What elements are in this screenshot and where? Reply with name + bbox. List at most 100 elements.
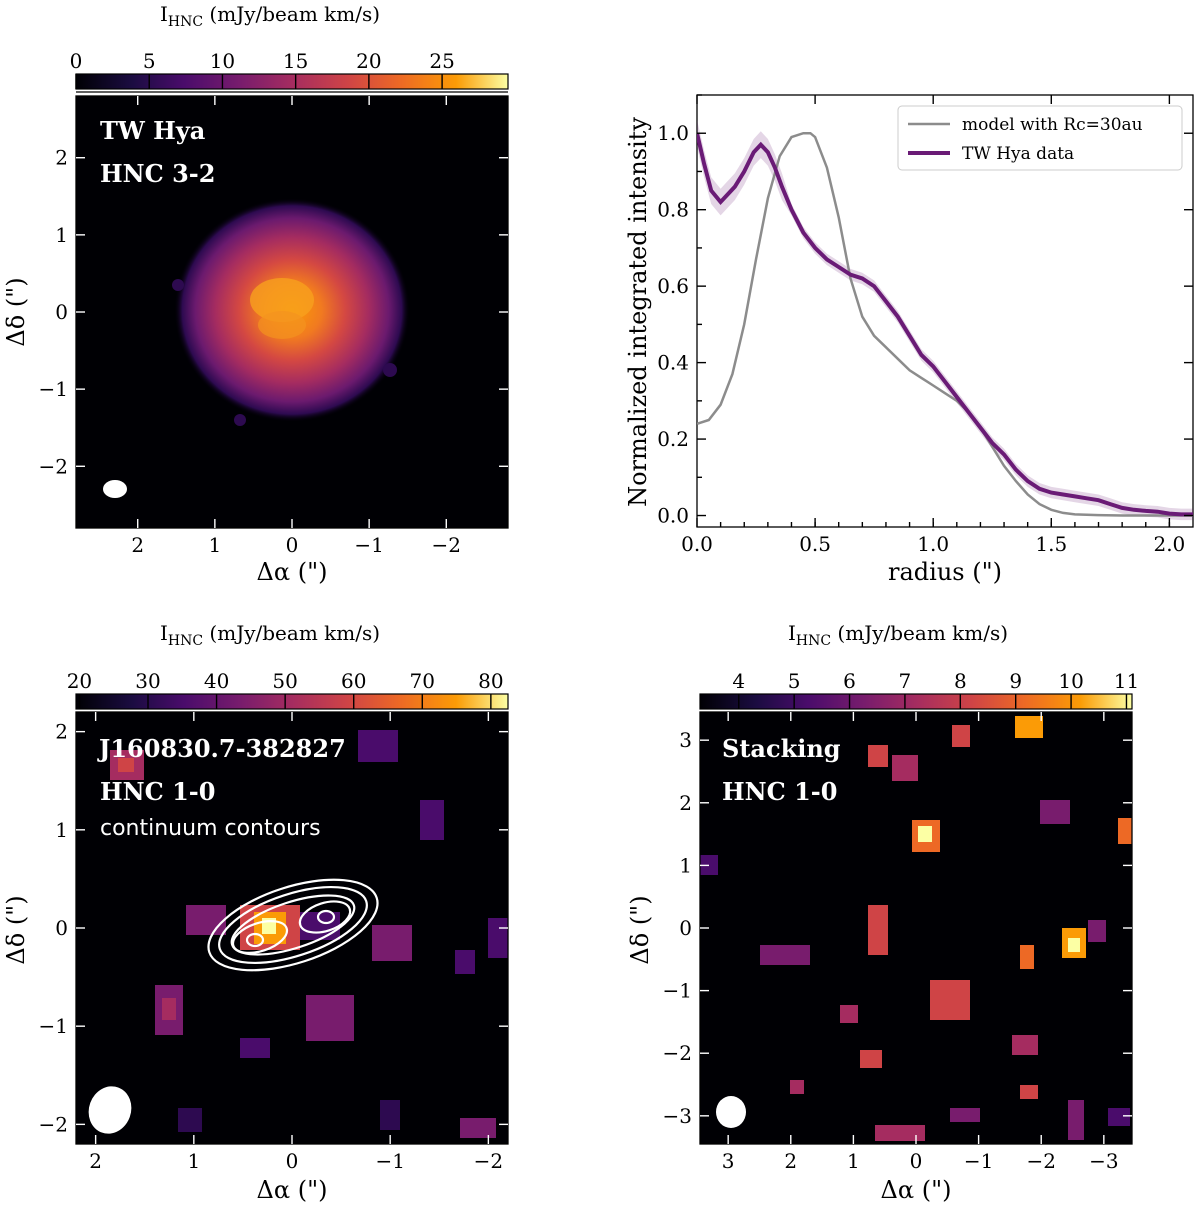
annotation-source: Stacking bbox=[722, 734, 841, 763]
disk-peak bbox=[250, 278, 314, 322]
panel-stacking-map: IHNC (mJy/beam km/s) 4 5 6 7 8 9 10 11 bbox=[626, 621, 1139, 1204]
colorbar-tick-label: 10 bbox=[210, 49, 235, 73]
x-axis-label-top-right: radius (") bbox=[888, 558, 1002, 586]
colorbar-tick-label: 20 bbox=[356, 49, 381, 73]
y-tick-label: 0.0 bbox=[657, 504, 689, 528]
y-tick-label: −2 bbox=[39, 1112, 68, 1136]
x-tick-label: 1 bbox=[208, 533, 221, 557]
colorbar-tick-label: 80 bbox=[478, 669, 503, 693]
y-tick-label: −3 bbox=[663, 1104, 692, 1128]
colorbar-ticks-bottom-right: 4 5 6 7 8 9 10 11 bbox=[732, 669, 1139, 709]
legend-entry-model: model with Rc=30au bbox=[962, 115, 1143, 135]
colorbar-tick-label: 5 bbox=[143, 49, 156, 73]
legend-entry-data: TW Hya data bbox=[962, 144, 1074, 164]
x-tick-label: 2 bbox=[89, 1149, 102, 1173]
contour-peak-left bbox=[231, 920, 289, 954]
colorbar-tick-label: 9 bbox=[1009, 669, 1022, 693]
panel-radial-profile: 0.0 0.5 1.0 1.5 2.0 0.0 0.2 0.4 0.6 0.8 1.0 model … bbox=[624, 94, 1194, 586]
pixel-blob bbox=[1088, 920, 1106, 942]
y-tick-label: 1 bbox=[55, 818, 68, 842]
x-tick-label: −1 bbox=[964, 1149, 993, 1173]
y-tick-label: 2 bbox=[679, 791, 692, 815]
x-tick-label: 0 bbox=[286, 1149, 299, 1173]
colorbar-tick-label: 60 bbox=[341, 669, 366, 693]
y-tick-label: 2 bbox=[55, 146, 68, 170]
pixel-blob bbox=[1020, 945, 1034, 969]
colorbar-tick-label: 70 bbox=[410, 669, 435, 693]
x-axis-label-bottom-left: Δα (") bbox=[257, 1176, 328, 1204]
y-tick-label: −2 bbox=[39, 454, 68, 478]
pixel-blob bbox=[1012, 1035, 1038, 1055]
annotation-source: TW Hya bbox=[100, 116, 205, 145]
y-tick-label: 0.8 bbox=[657, 198, 689, 222]
colorbar-tick-label: 6 bbox=[843, 669, 856, 693]
colorbar-tick-label: 0 bbox=[70, 49, 83, 73]
y-axis-label-bottom-left: Δδ (") bbox=[2, 895, 30, 964]
y-axis-label-top-left: Δδ (") bbox=[2, 277, 30, 346]
colorbar-tick-label: 20 bbox=[67, 669, 92, 693]
pixel-blob bbox=[930, 980, 970, 1020]
colorbar-top-left bbox=[75, 73, 509, 90]
annotation-line: HNC 1-0 bbox=[100, 777, 215, 806]
pixel-blob bbox=[1015, 716, 1043, 738]
x-tick-label: 0 bbox=[910, 1149, 923, 1173]
legend-box bbox=[897, 105, 1183, 171]
pixel-blob bbox=[306, 995, 354, 1041]
x-axis-label-top-left: Δα (") bbox=[257, 558, 328, 586]
pixel-blob bbox=[1020, 1085, 1038, 1099]
colorbar-tick-label: 30 bbox=[135, 669, 160, 693]
pixel-blob bbox=[1118, 818, 1132, 844]
contour-level-1 bbox=[207, 878, 379, 972]
colorbar-ticks-bottom-left: 20 30 40 50 60 70 80 bbox=[67, 669, 504, 709]
beam-ellipse bbox=[716, 1096, 746, 1128]
pixel-blob bbox=[1040, 800, 1070, 824]
y-tick-label: −2 bbox=[663, 1041, 692, 1065]
pixel-blob bbox=[118, 758, 134, 772]
contour-level-2 bbox=[218, 886, 368, 964]
y-tick-label: 3 bbox=[679, 728, 692, 752]
colorbar-tick-label: 50 bbox=[272, 669, 297, 693]
x-tick-label: −3 bbox=[1089, 1149, 1118, 1173]
axis-ticks-top-right: 0.0 0.5 1.0 1.5 2.0 0.0 0.2 0.4 0.6 0.8 1.0 bbox=[657, 94, 1193, 556]
pixel-blob bbox=[372, 925, 412, 961]
pixel-blob bbox=[240, 1038, 270, 1058]
legend: model with Rc=30au TW Hya data bbox=[897, 105, 1183, 171]
pixel-blob bbox=[358, 730, 398, 762]
y-axis-label-top-right: Normalized integrated intensity bbox=[624, 117, 652, 507]
pixel-blob bbox=[1108, 1108, 1130, 1126]
pixel-blob bbox=[875, 1125, 925, 1141]
x-tick-label: −2 bbox=[432, 533, 461, 557]
pixel-blob bbox=[1068, 1100, 1084, 1140]
y-tick-label: −1 bbox=[39, 1014, 68, 1038]
series-line-model bbox=[697, 131, 1193, 517]
colorbar-label-top-left: IHNC (mJy/beam km/s) bbox=[160, 2, 380, 30]
pixel-blob bbox=[950, 1108, 980, 1122]
map-emission bbox=[700, 716, 1132, 1141]
pixel-blob bbox=[892, 755, 918, 781]
pixel-blob bbox=[162, 998, 176, 1020]
colorbar-tick-label: 10 bbox=[1058, 669, 1083, 693]
colorbar-tick-label: 4 bbox=[732, 669, 745, 693]
axis-ticks-bottom-left: 2 1 0 −1 −2 2 1 0 −1 −2 bbox=[39, 712, 508, 1173]
y-axis-label-bottom-right: Δδ (") bbox=[626, 895, 654, 964]
colorbar-tick-label: 8 bbox=[954, 669, 967, 693]
contour-peak-right-inner bbox=[316, 909, 336, 925]
colorbar-tick-label: 5 bbox=[788, 669, 801, 693]
series-line-tw-hya-data bbox=[697, 132, 1193, 517]
y-tick-label: 0 bbox=[55, 916, 68, 940]
annotation-source: J160830.7-382827 bbox=[97, 734, 346, 763]
map-background bbox=[700, 712, 1132, 1144]
y-tick-label: 1 bbox=[679, 853, 692, 877]
colorbar-tick-label: 25 bbox=[429, 49, 454, 73]
x-tick-label: 0 bbox=[286, 533, 299, 557]
y-tick-label: 0 bbox=[55, 300, 68, 324]
colorbar-bottom-left bbox=[75, 693, 509, 710]
annotation-line: HNC 1-0 bbox=[722, 777, 837, 806]
panel-tw-hya-map: IHNC (mJy/beam km/s) 0 5 10 15 20 25 TW Hya H… bbox=[2, 2, 509, 586]
pixel-blob bbox=[380, 1100, 400, 1130]
contour-peak-right bbox=[298, 900, 352, 934]
y-tick-label: 1 bbox=[55, 223, 68, 247]
y-tick-label: 0 bbox=[679, 916, 692, 940]
x-tick-label: −2 bbox=[1026, 1149, 1055, 1173]
